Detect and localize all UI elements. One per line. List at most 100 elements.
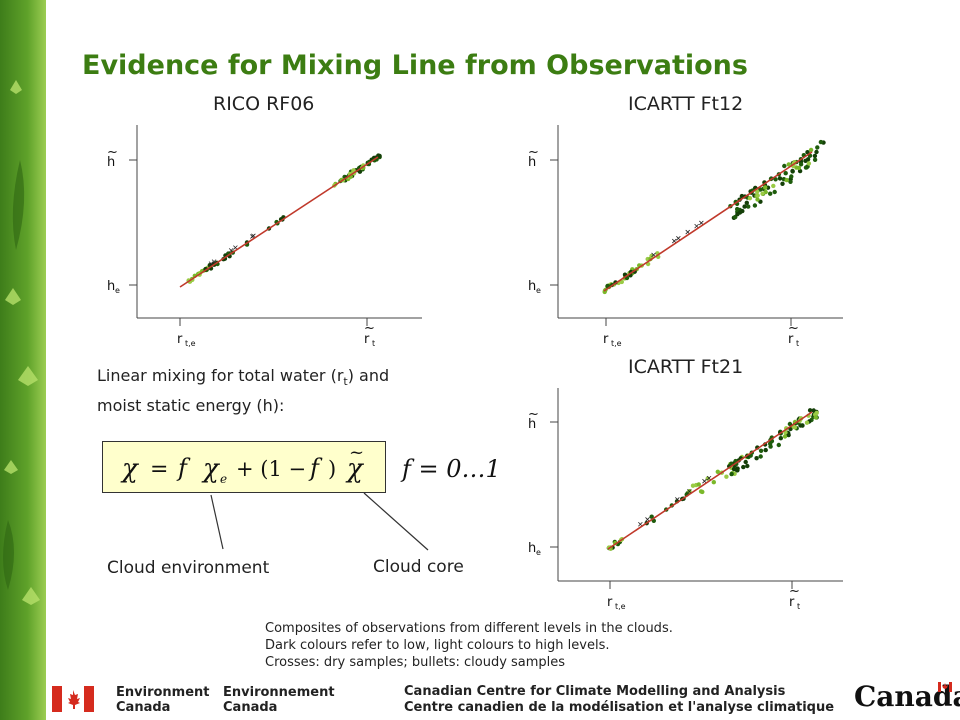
eq-e-subscript: e [220,472,227,486]
mixing-text-line1-post: ) and [347,366,390,385]
x-tick-label-rte-0: r [177,332,183,347]
data-point-0-69 [377,153,382,159]
note-line-3: Crosses: dry samples; bullets: cloudy sa… [265,655,566,670]
data-point-1-77 [788,179,793,184]
data-point-1-66 [768,191,773,196]
eq-chi-e: χ [201,454,221,484]
data-point-2-71 [731,466,737,472]
data-point-2-37 [690,483,696,488]
data-point-1-81 [789,174,794,179]
x-tick-label-rte-sub-0: t,e [185,339,196,348]
equation-box [102,441,386,493]
eq-range: f = 0…1 [400,455,501,483]
data-point-2-32 [700,489,705,495]
y-tick-label-h-1: h [528,155,536,170]
data-point-1-100 [815,145,820,150]
data-point-1-115 [755,193,760,198]
data-point-2-99 [758,448,764,453]
wordmark-flag-icon [938,682,952,692]
left-decorative-bar [0,0,46,720]
callout-line-core [363,492,429,551]
x-tick-label-rt-2: r [789,595,795,610]
data-point-1-99 [752,203,758,208]
data-point-2-60 [754,456,759,461]
footer-env-fr-2: Canada [223,700,278,715]
eq-tilde-mark: ~ [349,442,364,463]
eq-close: ) [328,457,336,481]
y-tick-label-he-0: h [107,279,115,294]
y-tick-label-he-sub-0: e [115,286,120,295]
plot-title-ft21: ICARTT Ft21 [628,356,744,378]
data-point-1-112 [755,197,760,202]
data-point-1-16 [602,289,607,295]
x-tick-label-rt-tilde-0: ~ [364,321,375,336]
data-point-1-102 [814,149,819,155]
data-point-2-61 [741,464,746,470]
data-point-1-79 [783,171,788,176]
data-point-1-93 [777,176,783,181]
data-point-2-82 [758,454,763,459]
mixing-text-subscript: t [343,375,348,389]
data-point-1-94 [798,162,804,167]
data-point-1-122 [760,191,765,196]
x-tick-label-rt-tilde-1: ~ [788,321,799,336]
x-tick-label-rte-1: r [603,332,609,347]
x-tick-label-rt-sub-2: t [797,602,800,611]
data-point-1-95 [790,168,795,174]
x-tick-label-rt-sub-1: t [796,339,799,348]
x-tick-label-rte-2: r [607,595,613,610]
data-point-1-72 [805,150,810,155]
eq-f1: f [176,454,191,482]
data-point-2-77 [745,463,750,469]
callout-line-environment [210,494,224,550]
x-tick-label-rt-tilde-2: ~ [789,584,800,599]
y-tick-label-h-tilde-0: ~ [107,145,118,160]
data-point-2-25 [715,469,720,474]
data-point-2-55 [743,459,748,465]
data-point-1-123 [755,189,760,194]
data-point-1-117 [784,177,789,183]
data-point-1-52 [812,153,818,159]
data-point-1-113 [771,183,776,189]
x-tick-label-rte-sub-1: t,e [611,339,622,348]
data-point-2-85 [800,423,805,428]
data-point-1-120 [786,162,791,167]
y-tick-label-h-2: h [528,417,536,432]
y-tick-label-he-sub-1: e [536,286,541,295]
data-point-2-23 [711,480,716,485]
footer-env-en-1: Environment [116,685,210,700]
mixing-line-0 [179,156,379,288]
data-point-1-26 [649,253,654,259]
data-point-1-105 [818,139,824,145]
data-point-2-40 [696,482,701,487]
y-tick-label-h-0: h [107,155,115,170]
note-line-1: Composites of observations from differen… [265,621,673,636]
data-point-1-41 [780,181,785,186]
data-point-2-65 [778,436,783,441]
data-point-1-119 [808,147,814,153]
y-tick-label-he-2: h [528,541,536,556]
callout-cloud-core: Cloud core [373,557,464,577]
data-point-2-110 [782,434,788,439]
data-point-1-88 [772,189,777,195]
data-point-1-75 [804,165,809,170]
data-point-1-56 [812,157,818,162]
data-point-1-78 [742,204,747,209]
data-point-2-91 [763,447,768,453]
footer-centre-en: Canadian Centre for Climate Modelling an… [404,684,786,699]
data-point-1-103 [735,212,740,217]
mixing-line-1 [603,151,813,292]
note-line-2: Dark colours refer to low, light colours… [265,638,610,653]
data-point-1-69 [782,163,787,169]
plot-title-rico: RICO RF06 [213,93,315,115]
eq-equals: = [150,457,168,482]
slide-title: Evidence for Mixing Line from Observatio… [82,50,748,81]
x-tick-label-rt-sub-0: t [372,339,375,348]
data-point-1-109 [747,196,753,201]
plot-title-ft12: ICARTT Ft12 [628,93,744,115]
canada-flag-icon [52,686,94,712]
y-tick-label-he-sub-2: e [536,548,541,557]
data-point-2-26 [724,474,729,479]
mixing-line-2 [607,411,813,550]
